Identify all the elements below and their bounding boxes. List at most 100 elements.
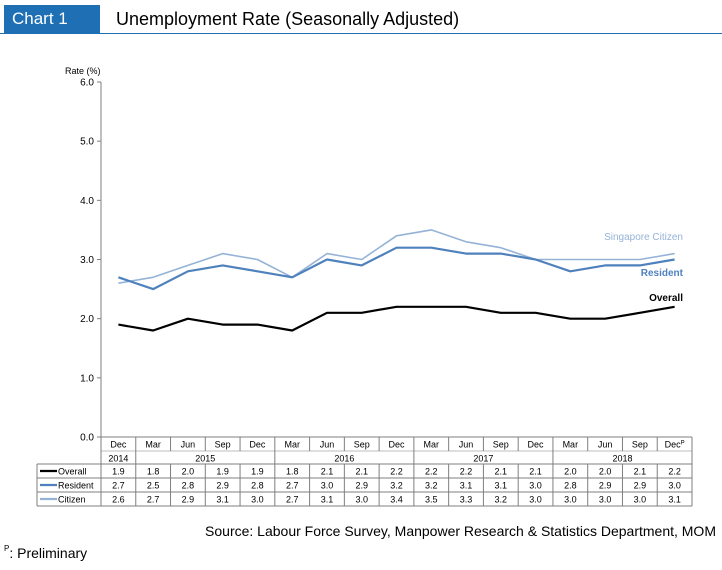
table-cell: 3.4: [390, 495, 403, 505]
y-tick-label: 6.0: [80, 78, 94, 89]
y-axis-label: Rate (%): [65, 66, 101, 76]
x-tick-label: Sep: [493, 440, 509, 450]
table-cell: 1.8: [286, 467, 299, 477]
table-cell: 2.1: [634, 467, 647, 477]
table-cell: 3.0: [599, 495, 612, 505]
x-tick-label: Dec: [110, 440, 127, 450]
table-cell: 2.1: [355, 467, 368, 477]
table-cell: 1.9: [251, 467, 264, 477]
year-label: 2017: [473, 454, 493, 464]
x-tick-label: Dec: [528, 440, 545, 450]
footnote: P: Preliminary: [4, 544, 88, 561]
legend-label: Citizen: [58, 495, 86, 505]
table-cell: 3.0: [529, 495, 542, 505]
table-cell: 2.0: [564, 467, 577, 477]
x-tick-label: Jun: [598, 440, 613, 450]
table-cell: 3.1: [216, 495, 229, 505]
preliminary-marker: P: [681, 441, 685, 447]
year-label: 2016: [334, 454, 354, 464]
table-cell: 3.0: [634, 495, 647, 505]
x-tick-label: Jun: [181, 440, 196, 450]
table-cell: 3.2: [425, 481, 438, 491]
y-tick-label: 3.0: [80, 255, 94, 266]
table-cell: 3.1: [668, 495, 681, 505]
table-cell: 3.2: [495, 495, 508, 505]
table-cell: 1.9: [112, 467, 125, 477]
series-label-overall: Overall: [649, 293, 683, 304]
series-line-overall: [118, 305, 675, 332]
table-cell: 2.2: [390, 467, 403, 477]
header-rule: [0, 33, 722, 34]
table-cell: 2.9: [634, 481, 647, 491]
year-label: 2015: [195, 454, 215, 464]
y-tick-label: 1.0: [80, 373, 94, 384]
table-cell: 2.6: [112, 495, 125, 505]
legend-label: Overall: [58, 467, 87, 477]
footnote-marker: P: [4, 544, 10, 553]
table-cell: 2.7: [112, 481, 125, 491]
x-tick-label: DecP: [665, 440, 685, 450]
series-line-citizen: [118, 229, 675, 284]
table-cell: 2.8: [564, 481, 577, 491]
table-cell: 2.1: [529, 467, 542, 477]
y-tick-label: 4.0: [80, 196, 94, 207]
year-label: 2014: [108, 454, 128, 464]
table-cell: 1.9: [216, 467, 229, 477]
x-tick-label: Dec: [249, 440, 266, 450]
x-tick-label: Sep: [215, 440, 231, 450]
series-line-resident: [118, 246, 675, 291]
table-cell: 2.7: [286, 481, 299, 491]
table-cell: 2.9: [599, 481, 612, 491]
table-cell: 2.2: [668, 467, 681, 477]
table-cell: 1.8: [147, 467, 160, 477]
x-tick-label: Mar: [563, 440, 579, 450]
series-label-citizen: Singapore Citizen: [604, 232, 683, 243]
chart-header: Chart 1 Unemployment Rate (Seasonally Ad…: [0, 0, 722, 34]
table-cell: 2.2: [425, 467, 438, 477]
table-cell: 3.0: [668, 481, 681, 491]
y-tick-label: 0.0: [80, 433, 94, 444]
table-cell: 3.1: [460, 481, 473, 491]
x-tick-label: Mar: [284, 440, 300, 450]
x-tick-label: Sep: [632, 440, 648, 450]
table-cell: 3.2: [390, 481, 403, 491]
table-cell: 2.1: [321, 467, 334, 477]
table-cell: 3.0: [251, 495, 264, 505]
table-cell: 2.8: [251, 481, 264, 491]
table-cell: 2.0: [182, 467, 195, 477]
x-tick-label: Jun: [320, 440, 335, 450]
table-cell: 2.7: [286, 495, 299, 505]
y-tick-label: 5.0: [80, 137, 94, 148]
chart-title: Unemployment Rate (Seasonally Adjusted): [116, 9, 460, 29]
table-cell: 3.3: [460, 495, 473, 505]
table-cell: 2.9: [216, 481, 229, 491]
table-cell: 3.1: [495, 481, 508, 491]
table-cell: 3.0: [321, 481, 334, 491]
table-cell: 2.9: [355, 481, 368, 491]
table-cell: 2.9: [182, 495, 195, 505]
series-label-resident: Resident: [641, 268, 684, 279]
x-tick-label: Jun: [459, 440, 474, 450]
x-tick-label: Mar: [145, 440, 161, 450]
table-cell: 3.5: [425, 495, 438, 505]
chart-number-label: Chart 1: [4, 5, 100, 33]
table-cell: 2.5: [147, 481, 160, 491]
legend-label: Resident: [58, 481, 94, 491]
table-cell: 2.7: [147, 495, 160, 505]
x-tick-label: Dec: [388, 440, 405, 450]
line-chart: Rate (%) 0.0 1.0 2.0 3.0 4.0 5.0 6.0 2014 2015 201…: [36, 66, 693, 507]
footnote-text: : Preliminary: [9, 545, 88, 561]
table-cell: 2.8: [182, 481, 195, 491]
y-tick-label: 2.0: [80, 314, 94, 325]
table-cell: 3.0: [355, 495, 368, 505]
source-note: Source: Labour Force Survey, Manpower Re…: [205, 523, 716, 539]
x-tick-label: Mar: [424, 440, 440, 450]
table-cell: 2.1: [495, 467, 508, 477]
year-label: 2018: [612, 454, 632, 464]
table-cell: 3.1: [321, 495, 334, 505]
table-cell: 2.0: [599, 467, 612, 477]
table-cell: 2.2: [460, 467, 473, 477]
table-cell: 3.0: [529, 481, 542, 491]
x-tick-label: Sep: [354, 440, 370, 450]
table-cell: 3.0: [564, 495, 577, 505]
